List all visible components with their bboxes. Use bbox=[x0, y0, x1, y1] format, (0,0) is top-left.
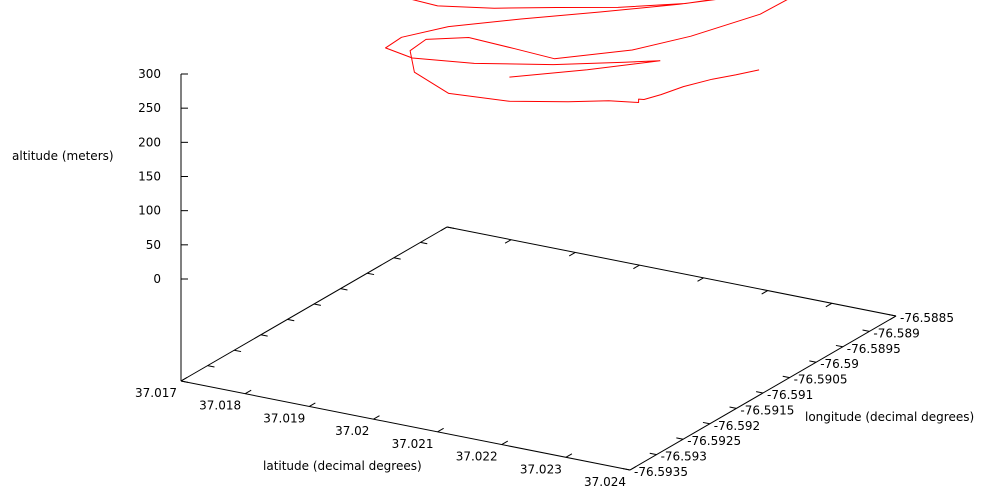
y-axis-ticks: -76.5935-76.593-76.5925-76.592-76.5915-7… bbox=[180, 226, 954, 479]
x-tick-mark bbox=[309, 402, 316, 407]
y-tick-mark-back bbox=[393, 257, 401, 260]
y-tick-mark bbox=[862, 329, 870, 332]
x-tick-mark-back bbox=[825, 302, 833, 308]
y-tick-mark-back bbox=[367, 272, 375, 276]
z-tick-label: 250 bbox=[138, 101, 161, 115]
y-tick-mark-back bbox=[207, 365, 215, 368]
x-tick-mark-back bbox=[504, 239, 512, 244]
x-tick-mark bbox=[565, 453, 573, 458]
x-tick-label: 37.024 bbox=[584, 475, 626, 489]
y-tick-mark-back bbox=[260, 334, 268, 337]
z-axis-label: altitude (meters) bbox=[12, 149, 114, 163]
x-tick-mark-back bbox=[761, 290, 768, 295]
flight-track-line bbox=[385, 0, 788, 103]
x-tick-mark bbox=[244, 389, 252, 395]
chart-axes bbox=[180, 74, 897, 471]
y-tick-mark-back bbox=[180, 380, 188, 383]
y-tick-label: -76.5905 bbox=[794, 373, 848, 387]
x-axis-label: latitude (decimal degrees) bbox=[263, 459, 422, 473]
x-tick-mark bbox=[501, 440, 509, 446]
x-tick-label: 37.021 bbox=[392, 437, 434, 451]
x-axis-ticks: 37.017 37.018 37.019 37.02 37.021 37.022 37.02… bbox=[135, 226, 897, 489]
y-tick-label: -76.593 bbox=[661, 450, 707, 464]
y-tick-mark-back bbox=[287, 318, 295, 322]
y-tick-label: -76.592 bbox=[714, 419, 760, 433]
y-tick-mark bbox=[782, 375, 790, 379]
y-tick-mark-back bbox=[446, 226, 454, 229]
y-tick-label: -76.5915 bbox=[740, 403, 794, 417]
y-tick-mark-back bbox=[313, 303, 321, 306]
x-tick-label: 37.022 bbox=[456, 450, 498, 464]
x-tick-label: 37.02 bbox=[335, 424, 369, 438]
base-edge-back-x bbox=[446, 226, 897, 317]
y-tick-label: -76.591 bbox=[767, 388, 813, 402]
x-tick-mark bbox=[180, 377, 188, 382]
x-tick-label: 37.018 bbox=[199, 399, 241, 413]
z-tick-label: 100 bbox=[138, 204, 161, 218]
y-tick-mark bbox=[756, 391, 764, 394]
x-tick-mark bbox=[373, 415, 380, 420]
y-tick-label: -76.5935 bbox=[634, 465, 688, 479]
base-edge-x bbox=[180, 380, 631, 471]
x-tick-label: 37.023 bbox=[520, 462, 562, 476]
y-tick-mark-back bbox=[234, 349, 242, 353]
z-tick-label: 300 bbox=[138, 67, 161, 81]
x-tick-mark-back bbox=[568, 251, 576, 257]
y-tick-mark bbox=[676, 437, 684, 440]
y-tick-label: -76.5895 bbox=[847, 342, 901, 356]
x-tick-label: 37.019 bbox=[263, 411, 305, 425]
z-tick-label: 150 bbox=[138, 170, 161, 184]
y-tick-mark-back bbox=[340, 288, 348, 291]
y-tick-mark bbox=[835, 344, 843, 348]
y-tick-mark-back bbox=[420, 241, 428, 245]
x-tick-mark bbox=[629, 466, 637, 471]
y-tick-mark bbox=[702, 421, 710, 425]
y-tick-mark bbox=[889, 314, 897, 317]
y-tick-label: -76.589 bbox=[873, 326, 919, 340]
z-tick-label: 50 bbox=[146, 238, 161, 252]
x-tick-mark-back bbox=[440, 226, 448, 231]
x-tick-label: 37.017 bbox=[135, 386, 177, 400]
y-tick-label: -76.5885 bbox=[900, 311, 954, 325]
x-tick-mark-back bbox=[697, 277, 704, 282]
z-tick-label: 200 bbox=[138, 135, 161, 149]
y-tick-mark bbox=[623, 468, 631, 471]
x-tick-mark bbox=[437, 427, 444, 433]
z-tick-label: 0 bbox=[153, 272, 161, 286]
y-tick-label: -76.5925 bbox=[687, 434, 741, 448]
y-tick-mark bbox=[649, 452, 657, 456]
chart-series bbox=[385, 0, 788, 103]
x-tick-mark-back bbox=[889, 315, 897, 320]
y-axis-label: longitude (decimal degrees) bbox=[805, 410, 974, 424]
y-tick-mark bbox=[809, 360, 817, 363]
x-tick-mark-back bbox=[633, 264, 640, 270]
z-axis-ticks: 0 50 100 150 200 250 300 bbox=[138, 67, 188, 286]
y-tick-label: -76.59 bbox=[820, 357, 859, 371]
y-tick-mark bbox=[729, 406, 737, 409]
